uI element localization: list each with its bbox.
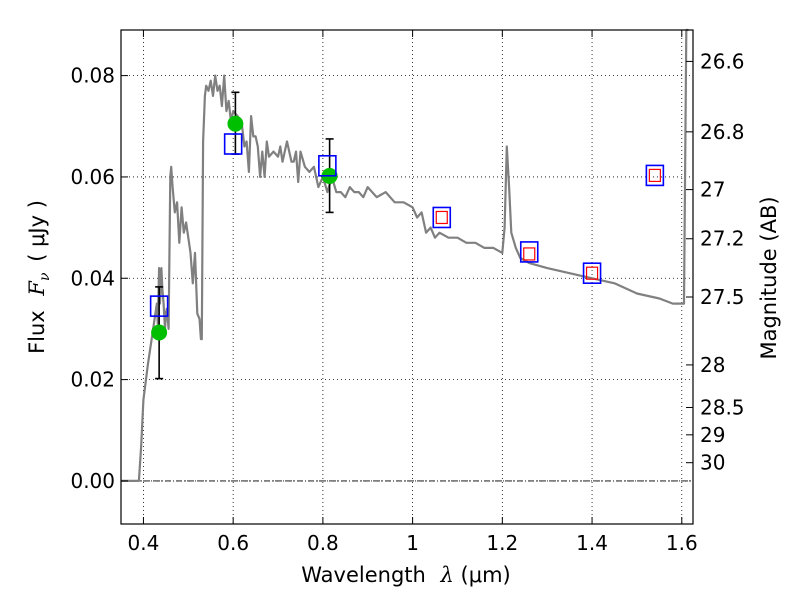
y2-tick-label: 29 xyxy=(700,423,725,447)
x-tick-label: 1.2 xyxy=(486,531,518,555)
y2-tick-label: 28 xyxy=(700,353,725,377)
model-photometry-square xyxy=(432,206,452,229)
sed-model-line xyxy=(121,28,689,482)
model-photometry-square xyxy=(149,295,169,317)
y-tick-label: 0.02 xyxy=(70,368,115,392)
model-photometry-red-square xyxy=(523,247,536,261)
model-photometry-red-square xyxy=(435,210,448,225)
model-photometry-square xyxy=(223,133,243,155)
y-tick-label: 0.00 xyxy=(70,469,115,493)
y2-tick-label: 27 xyxy=(700,178,725,202)
y2-axis-label: Magnitude (AB) xyxy=(757,196,781,359)
model-photometry-red-square xyxy=(585,266,599,280)
y2-tick-label: 27.5 xyxy=(700,285,745,309)
observed-flux-point xyxy=(227,115,244,132)
model-photometry-red-square xyxy=(648,168,661,183)
model-photometry-square xyxy=(519,241,539,263)
x-tick-label: 0.4 xyxy=(128,531,160,555)
y2-tick-label: 26.8 xyxy=(700,120,745,144)
plot-frame xyxy=(120,29,694,525)
x-tick-label: 1 xyxy=(406,531,419,555)
model-photometry-square xyxy=(582,262,602,285)
model-photometry-square xyxy=(318,154,337,177)
x-axis-label: Wavelength λ (μm) xyxy=(301,563,510,587)
y2-tick-label: 30 xyxy=(700,451,725,475)
y2-tick-label: 27.2 xyxy=(700,227,745,251)
x-tick-label: 0.6 xyxy=(217,531,249,555)
marker-layer xyxy=(149,91,665,380)
y-axis-label: Flux Fν ( μJy ) xyxy=(25,200,53,354)
y-tick-label: 0.04 xyxy=(70,266,115,290)
y2-tick-label: 28.5 xyxy=(700,395,745,419)
model-photometry-square xyxy=(645,164,665,187)
observed-flux-point xyxy=(151,324,168,341)
y-tick-label: 0.08 xyxy=(70,64,115,88)
tick-layer: 0.4 0.6 0.8 1 1.2 1.4 1.6 0.00 0.02 0.04 0.06 0.08 2… xyxy=(70,30,745,555)
sed-curve-layer xyxy=(121,28,689,482)
x-tick-label: 1.4 xyxy=(576,531,608,555)
y2-tick-label: 26.6 xyxy=(700,49,745,73)
y-tick-label: 0.06 xyxy=(70,165,115,189)
x-tick-label: 0.8 xyxy=(307,531,339,555)
x-tick-label: 1.6 xyxy=(666,531,698,555)
